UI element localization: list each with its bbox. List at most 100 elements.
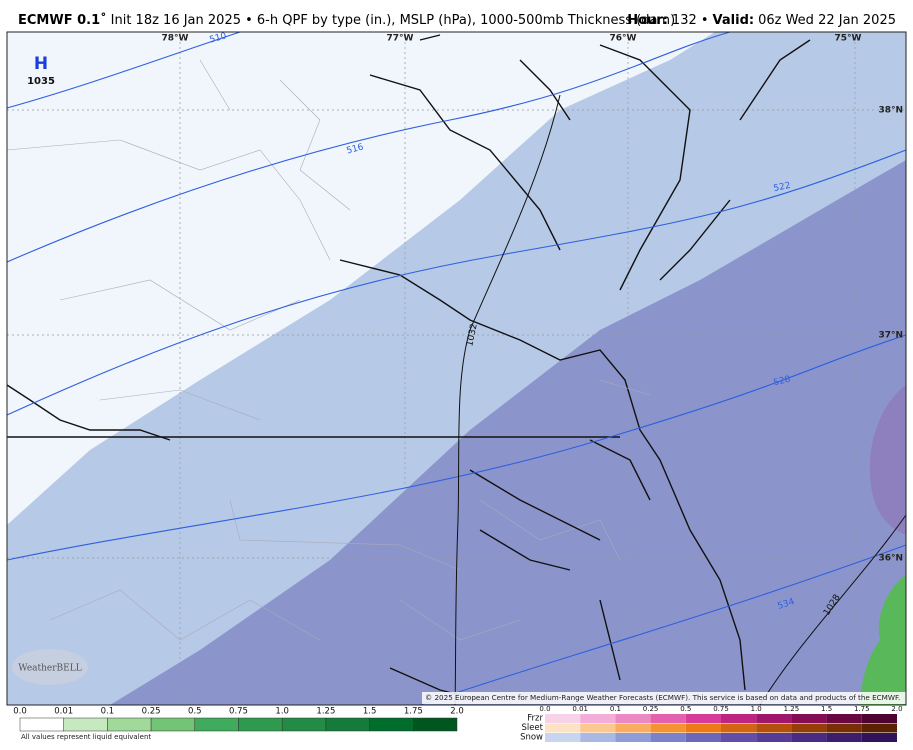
rain-swatch <box>369 717 414 732</box>
precip-type-label: Frzr <box>527 714 543 724</box>
mixed-swatch <box>685 723 721 733</box>
rain-swatch <box>150 717 196 732</box>
mixed-swatch <box>650 723 686 733</box>
river <box>229 379 651 571</box>
rain-swatch <box>194 717 239 732</box>
pressure-contour <box>759 514 907 706</box>
mixed-swatch <box>861 733 897 742</box>
hour-value: 132 • <box>672 13 709 28</box>
mixed-swatch <box>545 714 581 723</box>
logo-badge <box>12 649 88 685</box>
hour-label: Hour: <box>627 13 668 28</box>
model: ECMWF 0.1˚ <box>18 12 107 28</box>
map <box>6 31 907 706</box>
mixed-tick-label: 0.5 <box>680 705 691 713</box>
latitude-label: 36°N <box>878 554 903 564</box>
longitude-label: 76°W <box>610 34 637 44</box>
high-pressure-symbol: H <box>34 54 48 74</box>
header-title: ECMWF 0.1˚ Init 18z 16 Jan 2025 • 6-h QPF… <box>18 12 675 28</box>
mixed-tick-label: 0.0 <box>539 705 550 713</box>
rain-swatch <box>19 717 64 732</box>
mixed-tick-label: 1.5 <box>821 705 832 713</box>
mixed-tick-label: 1.25 <box>784 705 800 713</box>
rain-tick-label: 2.0 <box>450 707 464 717</box>
latitude-label: 38°N <box>878 106 903 116</box>
mixed-swatch <box>580 733 616 742</box>
thickness-label: 510 <box>209 31 228 45</box>
thickness-contour <box>6 31 731 263</box>
rain-tick-label: 0.1 <box>101 707 115 717</box>
logo: WeatherBELL <box>18 664 81 674</box>
thickness-label: 516 <box>346 142 365 156</box>
mixed-tick-label: 0.1 <box>610 705 621 713</box>
mixed-swatch <box>615 733 651 742</box>
rain-swatch <box>107 717 152 732</box>
high-pressure-value: 1035 <box>27 76 55 87</box>
valid-label: Valid: <box>713 13 755 28</box>
rain-swatch <box>413 717 458 732</box>
mixed-swatch <box>791 714 827 723</box>
mixed-swatch <box>826 723 862 733</box>
mixed-tick-label: 0.75 <box>713 705 729 713</box>
county-lines <box>6 59 621 641</box>
mixed-tick-label: 1.0 <box>751 705 762 713</box>
mixed-swatch <box>826 714 862 723</box>
pressure-label: 1032 <box>465 323 480 347</box>
pressure-contour <box>454 94 561 706</box>
mixed-swatch <box>685 733 721 742</box>
rain-tick-label: 0.01 <box>54 707 73 717</box>
mixed-swatch <box>685 714 721 723</box>
rain-tick-label: 0.75 <box>229 707 248 717</box>
valid-value: 06z Wed 22 Jan 2025 <box>758 13 896 28</box>
precip-type-label: Snow <box>520 733 543 743</box>
mixed-swatch <box>861 723 897 733</box>
mixed-tick-label: 2.0 <box>891 705 902 713</box>
description: Init 18z 16 Jan 2025 • 6-h QPF by type (… <box>111 13 676 28</box>
mixed-swatch <box>861 714 897 723</box>
latitude-label: 37°N <box>878 331 903 341</box>
copyright: © 2025 European Centre for Medium-Range … <box>425 693 900 702</box>
mixed-swatch <box>580 714 616 723</box>
longitude-label: 75°W <box>835 34 862 44</box>
thickness-contour <box>6 31 241 109</box>
precip-type-label: Sleet <box>521 723 543 733</box>
mixed-tick-label: 0.25 <box>643 705 659 713</box>
mixed-swatch <box>826 733 862 742</box>
thickness-label: 522 <box>773 181 792 194</box>
thickness-contour <box>6 149 907 416</box>
legend: 0.0 0.01 0.1 0.25 0.5 0.75 1.0 1.25 1.5 1.75 2.0 Al… <box>13 705 902 743</box>
rain-tick-label: 0.0 <box>13 707 27 717</box>
moderate-snow-region <box>110 160 906 705</box>
rain-tick-label: 1.75 <box>404 707 423 717</box>
mixed-tick-label: 0.01 <box>572 705 588 713</box>
rain-tick-label: 1.5 <box>363 707 377 717</box>
rain-swatch <box>281 717 327 732</box>
longitude-label: 78°W <box>162 34 189 44</box>
map-frame <box>6 31 907 706</box>
thickness-contour <box>6 334 907 561</box>
rain-swatch <box>325 717 370 732</box>
longitude-label: 77°W <box>387 34 414 44</box>
mixed-swatch <box>650 733 686 742</box>
legend-note: All values represent liquid equivalent <box>21 733 151 741</box>
mixed-swatch <box>791 723 827 733</box>
mixed-swatch <box>650 714 686 723</box>
rain-region <box>860 575 906 705</box>
mixed-swatch <box>721 714 757 723</box>
mixed-swatch <box>615 714 651 723</box>
mixed-swatch <box>791 733 827 742</box>
mixed-tick-label: 1.75 <box>854 705 870 713</box>
rain-tick-label: 1.0 <box>275 707 289 717</box>
mixed-swatch <box>756 714 792 723</box>
rain-tick-label: 1.25 <box>316 707 335 717</box>
header-valid: Hour: 132 • Valid: 06z Wed 22 Jan 2025 <box>627 13 896 28</box>
thickness-contour <box>419 544 907 706</box>
mixed-swatch <box>756 723 792 733</box>
mixed-swatch <box>545 733 581 742</box>
mixed-swatch <box>721 723 757 733</box>
copyright-background <box>422 692 906 704</box>
mixed-swatch <box>580 723 616 733</box>
thickness-label: 528 <box>773 374 792 388</box>
coastline <box>6 34 811 701</box>
